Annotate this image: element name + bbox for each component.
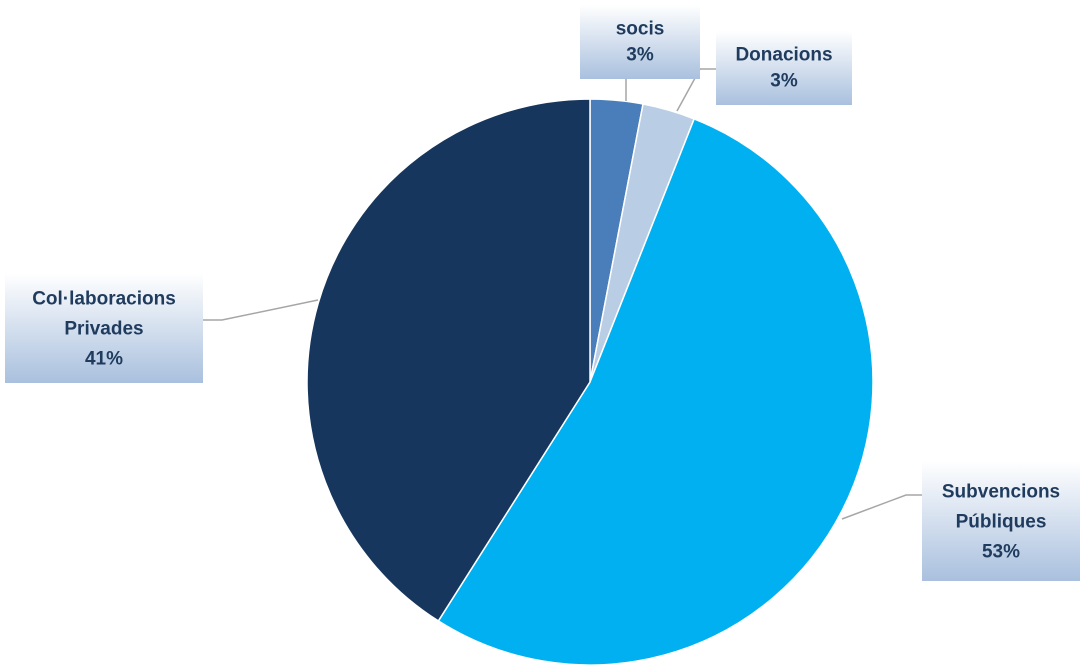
data-label-percent: 3%	[626, 45, 654, 66]
data-label-percent: 3%	[770, 71, 798, 92]
data-label-socis: socis 3%	[580, 5, 700, 79]
data-label-name: Col·laboracions	[32, 289, 176, 310]
leader-lines	[203, 68, 922, 520]
data-label-box	[580, 5, 700, 79]
data-label-name: Subvencions	[942, 482, 1060, 503]
data-label-name: Públiques	[956, 512, 1047, 533]
data-label-name: socis	[616, 19, 665, 40]
data-label-percent: 53%	[982, 542, 1020, 563]
data-label-name: Privades	[64, 319, 143, 340]
leader-line-col-laboracions-privades	[203, 299, 319, 321]
data-label-name: Donacions	[735, 45, 832, 66]
data-label-col-laboracions-privades: Col·laboracions Privades 41%	[5, 273, 203, 383]
data-label-box	[716, 31, 852, 105]
pie-slices	[306, 98, 874, 665]
pie-slice-col-laboracions-privades	[306, 98, 591, 622]
data-label-subvencions-p-bliques: Subvencions Públiques 53%	[922, 461, 1080, 581]
leader-line-subvencions-p-bliques	[841, 494, 922, 520]
data-label-box	[5, 273, 203, 383]
data-label-donacions: Donacions 3%	[716, 31, 852, 105]
pie-slice-subvencions-p-bliques	[437, 117, 874, 665]
data-label-box	[922, 461, 1080, 581]
data-label-percent: 41%	[85, 349, 123, 370]
data-labels: socis 3% Donacions 3% Subvencions Públiques 53…	[5, 5, 1080, 581]
